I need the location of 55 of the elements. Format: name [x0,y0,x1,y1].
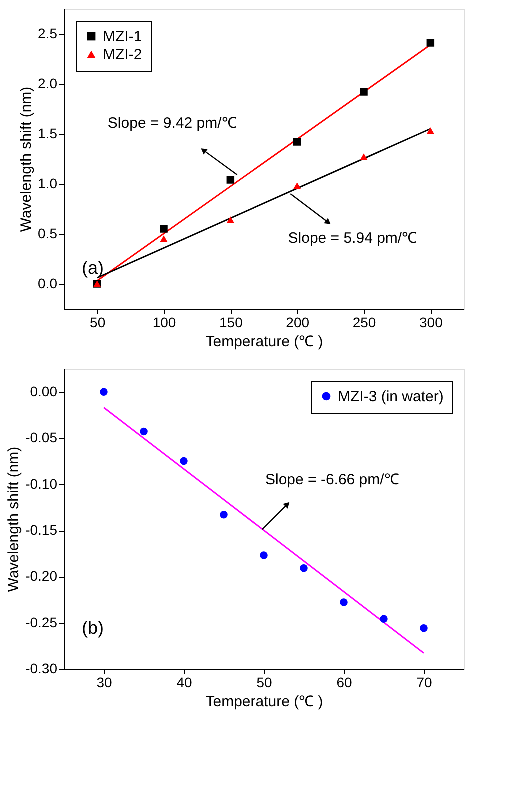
x-axis-title: Temperature (℃ ) [206,694,324,710]
point [293,138,302,146]
y-tick-label: 1.5 [38,126,58,142]
y-tick-label: -0.25 [26,614,58,630]
point [260,552,268,560]
point [340,598,348,606]
x-tick-label: 70 [416,674,432,690]
y-tick-label: -0.10 [26,476,58,492]
x-tick-label: 60 [336,674,352,690]
x-axis-title: Temperature (℃ ) [206,334,324,350]
point [220,510,228,519]
point [426,39,435,47]
y-axis-title: Wavelength shift (nm) [18,86,36,232]
point [293,182,302,190]
annotation: (a) [82,258,104,278]
point [160,225,168,233]
point [360,154,368,160]
point [160,236,168,242]
y-tick-label: -0.05 [26,430,58,446]
y-tick-label: -0.20 [26,568,58,584]
annotation: Slope = 5.94 pm/℃ [288,230,418,247]
y-tick-label: -0.30 [26,660,58,676]
y-tick-label: 1.0 [38,176,58,192]
y-tick-label: 0.0 [38,276,58,292]
x-tick-label: 150 [219,314,244,330]
x-tick-label: 30 [96,674,112,690]
y-tick-label: 0.00 [30,384,58,400]
point [360,88,368,96]
y-tick-label: -0.15 [26,522,58,538]
x-tick-label: 50 [256,674,272,690]
x-tick-label: 40 [176,674,192,690]
y-axis-title: Wavelength shift (nm) [6,446,23,592]
legend-label: MZI-1 [103,28,142,46]
legend-label: MZI-2 [103,46,142,64]
y-tick-label: 2.0 [38,76,58,92]
point [180,457,188,466]
point [300,564,308,572]
legend-label: MZI-3 (in water) [338,388,444,406]
x-tick-label: 200 [286,314,310,330]
x-tick-label: 250 [352,314,376,330]
point [226,216,235,224]
x-tick-label: 100 [152,314,176,330]
y-tick-label: 0.5 [38,226,58,242]
point [420,624,428,632]
x-tick-label: 50 [90,314,106,330]
annotation: (b) [82,618,104,638]
point [140,428,148,436]
point [100,388,108,396]
point [426,128,435,134]
annotation: Slope = -6.66 pm/℃ [265,472,400,489]
y-tick-label: 2.5 [38,26,58,42]
point [226,176,235,184]
point [380,615,388,624]
x-tick-label: 300 [419,314,444,330]
annotation: Slope = 9.42 pm/℃ [108,115,237,132]
